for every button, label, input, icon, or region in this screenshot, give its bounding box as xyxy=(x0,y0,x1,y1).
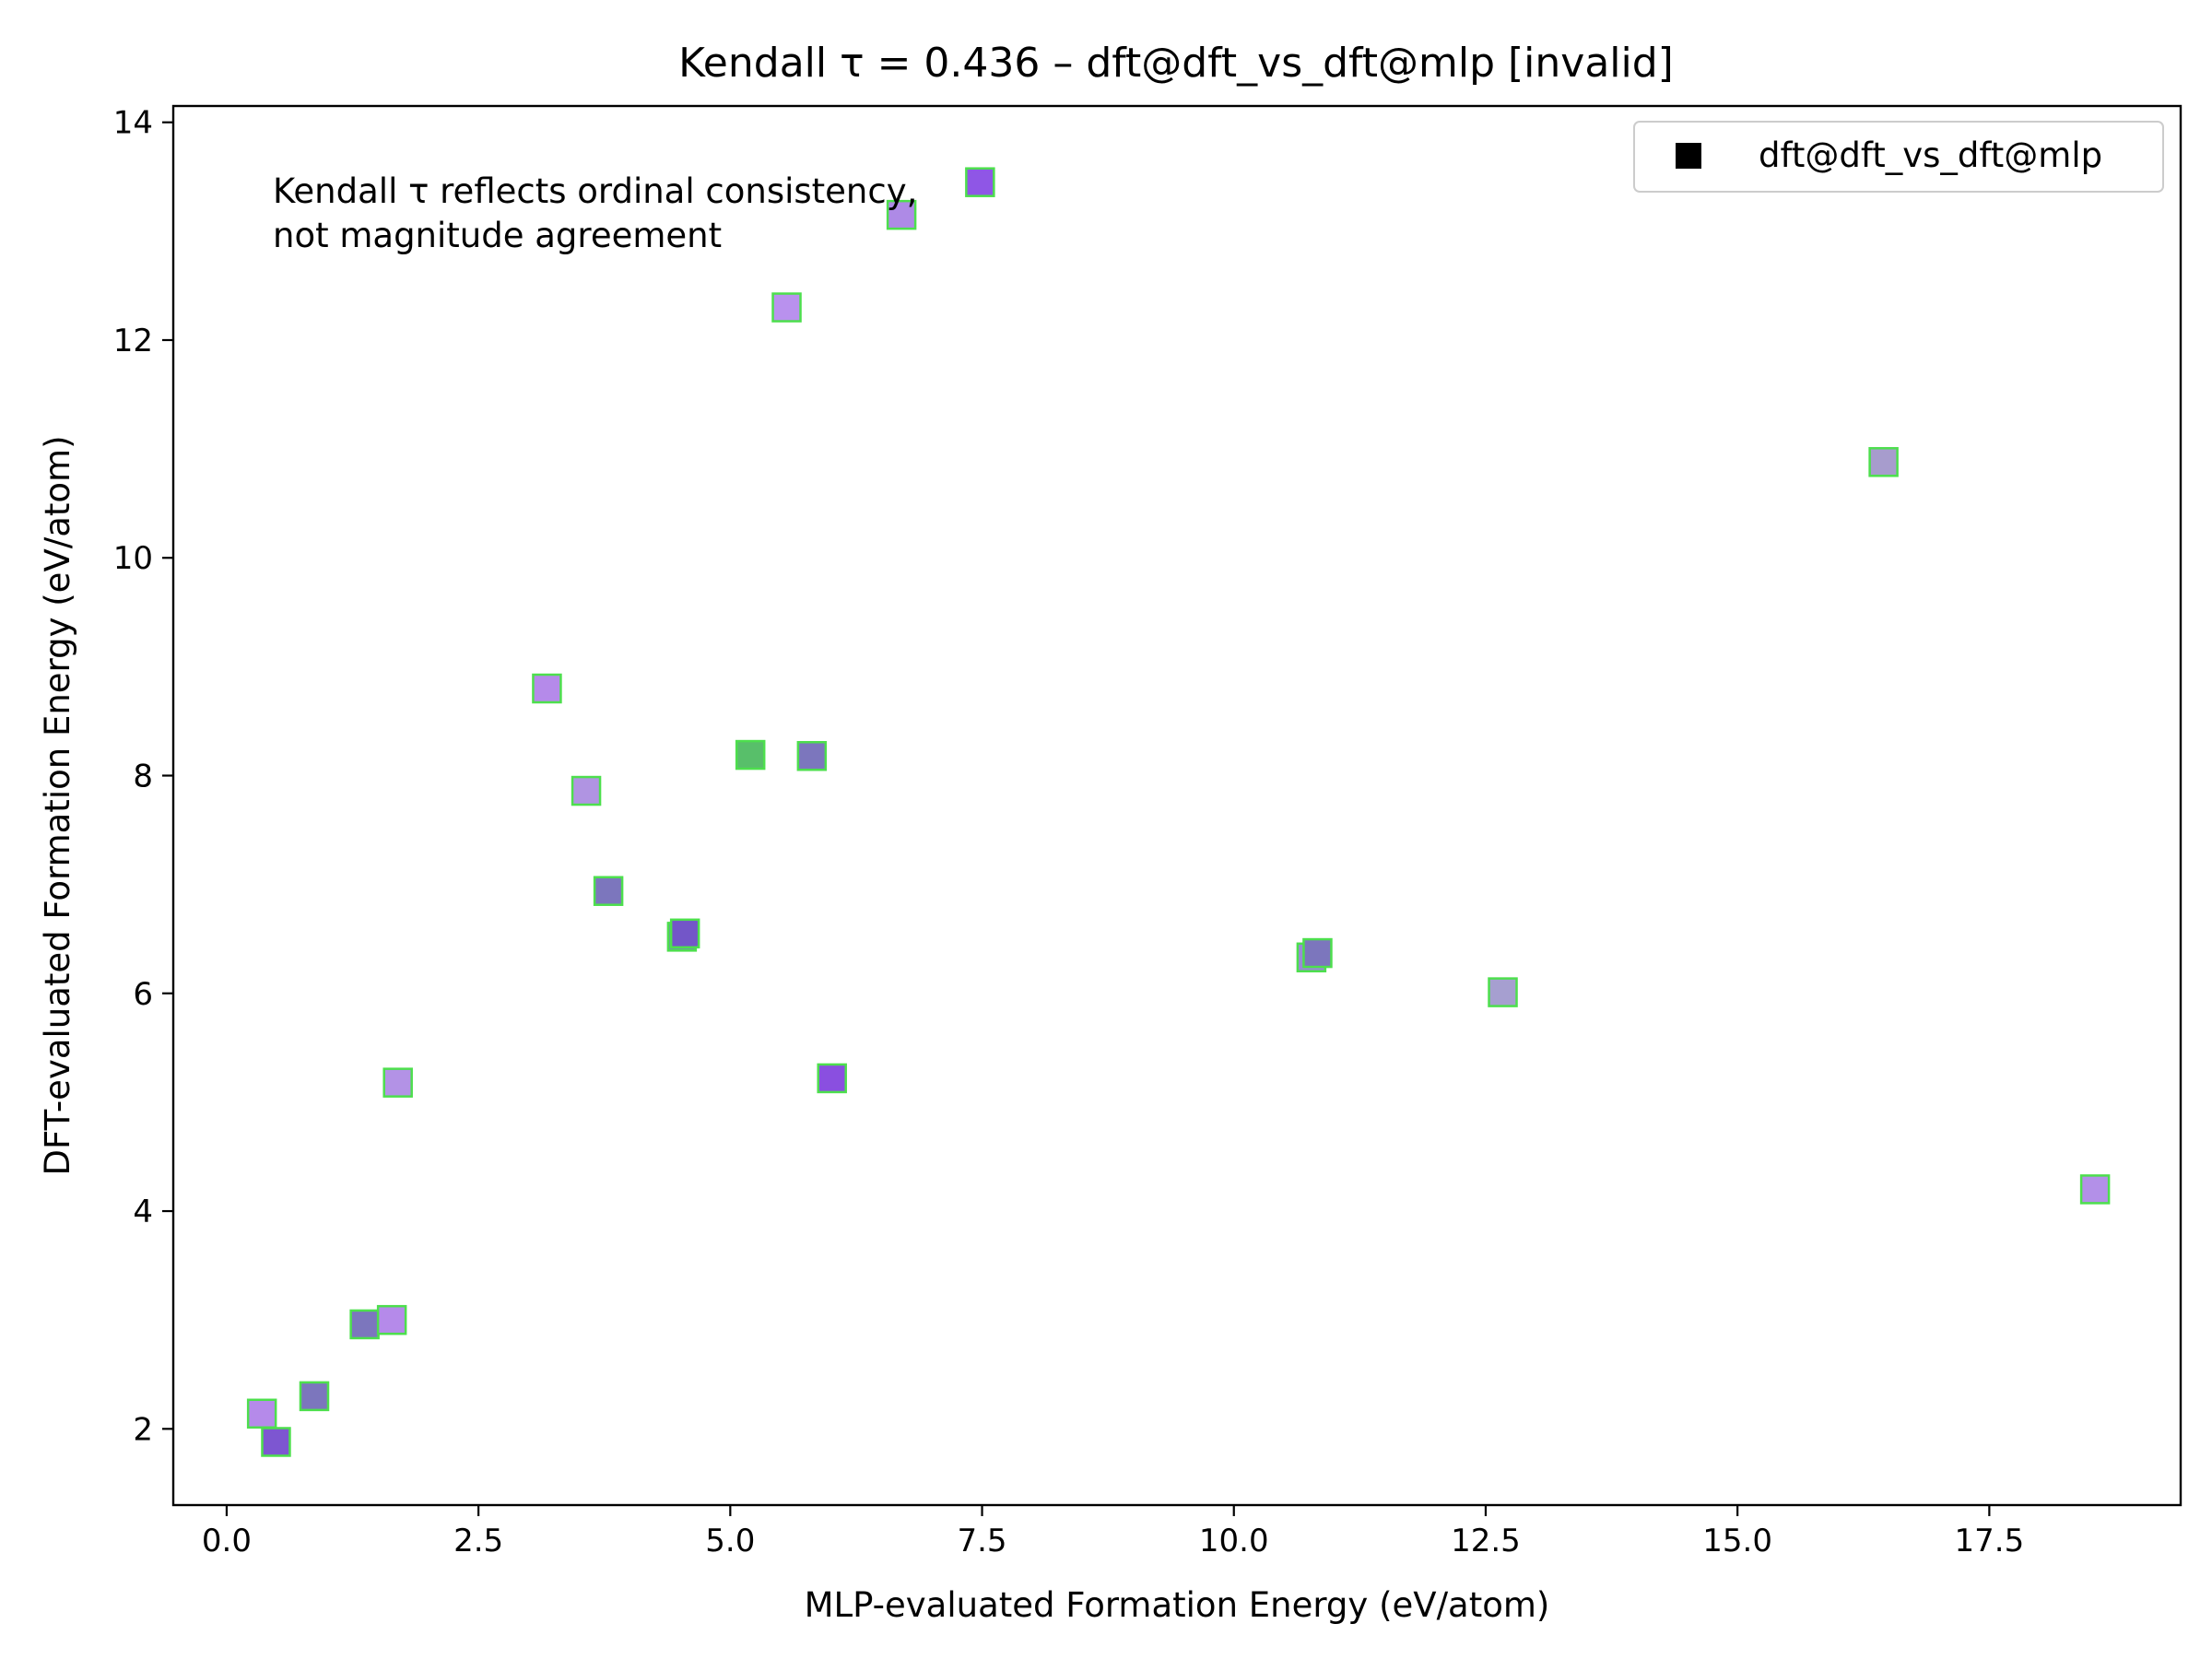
data-point xyxy=(382,1067,413,1098)
y-tick-label: 8 xyxy=(133,759,153,795)
x-axis-label: MLP-evaluated Formation Energy (eV/atom) xyxy=(805,1585,1550,1625)
y-tick-label: 10 xyxy=(113,540,153,577)
x-tick-label: 12.5 xyxy=(1451,1523,1521,1559)
data-point xyxy=(349,1309,380,1340)
data-point xyxy=(1488,977,1518,1007)
y-tick-label: 12 xyxy=(113,323,153,359)
data-point xyxy=(532,673,562,704)
x-tick-label: 7.5 xyxy=(957,1523,1006,1559)
annotation-text: Kendall τ reflects ordinal consistency, … xyxy=(273,171,928,255)
data-point xyxy=(965,167,995,197)
data-point xyxy=(593,876,624,906)
plot-area-frame xyxy=(171,104,2183,1507)
data-point xyxy=(817,1063,847,1094)
chart-title: Kendall τ = 0.436 – dft@dft_vs_dft@mlp [… xyxy=(678,40,1674,87)
data-point xyxy=(796,740,828,771)
legend-box xyxy=(1633,121,2164,193)
data-point xyxy=(735,739,766,771)
annotation-line-1: Kendall τ reflects ordinal consistency, xyxy=(273,171,917,211)
y-tick-label: 2 xyxy=(133,1411,153,1448)
y-tick-label: 14 xyxy=(113,105,153,142)
data-point xyxy=(376,1304,407,1335)
data-point xyxy=(1302,937,1333,969)
y-axis-label: DFT-evaluated Formation Energy (eV/atom) xyxy=(38,435,77,1175)
data-point xyxy=(886,199,917,230)
x-tick-label: 5.0 xyxy=(705,1523,755,1559)
x-tick-label: 2.5 xyxy=(453,1523,503,1559)
legend: dft@dft_vs_dft@mlp xyxy=(1633,121,2164,193)
y-tick-label: 4 xyxy=(133,1194,153,1230)
data-point xyxy=(261,1427,291,1457)
x-tick-label: 0.0 xyxy=(202,1523,252,1559)
x-tick-label: 10.0 xyxy=(1199,1523,1269,1559)
x-axis-ticks: 0.0 2.5 5.0 7.5 10.0 12.5 15.0 17.5 xyxy=(202,1505,2024,1559)
data-point xyxy=(246,1398,277,1430)
data-point xyxy=(771,292,802,323)
data-point xyxy=(571,775,602,806)
x-tick-label: 15.0 xyxy=(1702,1523,1772,1559)
x-tick-label: 17.5 xyxy=(1955,1523,2025,1559)
legend-label: dft@dft_vs_dft@mlp xyxy=(1759,135,2102,175)
y-tick-label: 6 xyxy=(133,976,153,1013)
legend-marker xyxy=(1676,143,1701,169)
data-point xyxy=(299,1381,330,1412)
data-point xyxy=(1868,447,1899,477)
y-axis-ticks: 2 4 6 8 10 12 14 xyxy=(113,105,173,1448)
points-layer xyxy=(246,167,2111,1457)
annotation-line-2: not magnitude agreement xyxy=(273,216,722,255)
data-point xyxy=(669,918,700,949)
data-point xyxy=(2079,1174,2111,1205)
